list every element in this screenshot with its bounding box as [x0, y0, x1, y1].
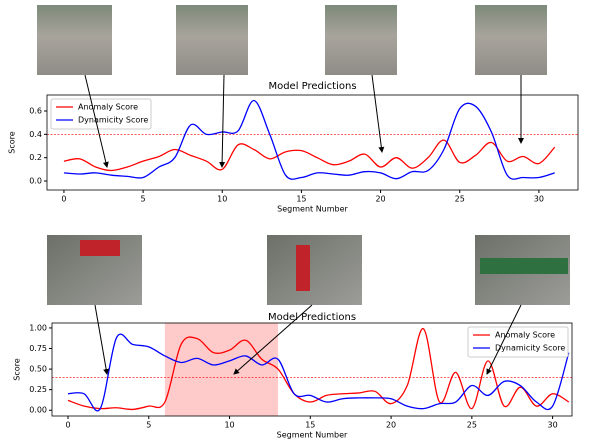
x-tick-label: 20 [386, 421, 396, 430]
y-axis-label: Score [8, 131, 17, 153]
thumbnail-detail [480, 258, 568, 274]
y-tick-label: 0.0 [29, 177, 42, 186]
y-tick-label: 0.6 [29, 106, 42, 115]
x-tick-label: 30 [548, 421, 558, 430]
x-tick-label: 20 [375, 195, 385, 204]
y-axis-label: Score [13, 358, 22, 380]
legend-label: Dynamicity Score [78, 116, 148, 125]
thumbnail [267, 235, 362, 305]
chart-title: Model Predictions [268, 81, 356, 92]
x-tick-label: 15 [305, 421, 315, 430]
x-tick-label: 15 [296, 195, 306, 204]
x-tick-label: 0 [61, 195, 66, 204]
legend-label: Dynamicity Score [495, 344, 565, 353]
y-tick-label: 0.75 [29, 344, 47, 353]
y-tick-label: 1.00 [29, 323, 47, 332]
thumbnail [475, 5, 547, 75]
x-axis-label: Segment Number [277, 205, 348, 214]
arrow [222, 75, 224, 167]
thumbnail-detail [296, 245, 310, 291]
legend-label: Anomaly Score [495, 331, 555, 340]
figure: Model Predictions 0 5 10 15 20 25 30 0.0 0.2 0.4 0.… [0, 0, 593, 442]
y-tick-label: 0.50 [29, 365, 47, 374]
arrow [95, 305, 107, 374]
y-tick-label: 0.25 [29, 385, 47, 394]
thumbnail-detail [80, 240, 120, 256]
x-tick-label: 10 [217, 195, 227, 204]
y-tick-label: 0.2 [29, 153, 42, 162]
x-tick-label: 5 [146, 421, 151, 430]
x-tick-label: 25 [467, 421, 477, 430]
thumbnail [325, 5, 397, 75]
highlight-span [165, 323, 278, 416]
thumbnail [37, 5, 112, 75]
x-tick-label: 30 [534, 195, 544, 204]
page: {"chart_data": [ {"type": "line", "title… [0, 0, 593, 442]
series-line [64, 140, 555, 170]
x-axis-label: Segment Number [277, 431, 348, 440]
thumbnail [176, 5, 248, 75]
x-tick-label: 10 [224, 421, 234, 430]
x-tick-label: 5 [141, 195, 146, 204]
x-tick-label: 25 [455, 195, 465, 204]
x-tick-label: 0 [65, 421, 70, 430]
y-tick-label: 0.4 [29, 130, 42, 139]
thumbnails [37, 5, 570, 305]
legend-label: Anomaly Score [78, 103, 138, 112]
arrow [372, 75, 382, 152]
y-tick-label: 0.00 [29, 406, 47, 415]
chart-title: Model Predictions [268, 312, 356, 323]
